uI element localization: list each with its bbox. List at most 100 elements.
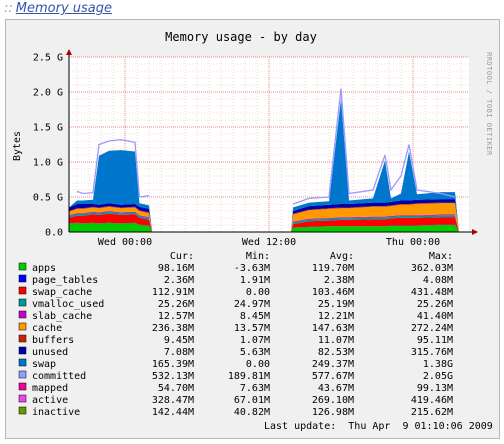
- legend-value-cur: 98.16M: [158, 263, 194, 274]
- legend-value-avg: 12.21M: [318, 311, 354, 322]
- legend-value-avg: 126.98M: [312, 407, 354, 418]
- legend-value-max: 41.40M: [417, 311, 453, 322]
- legend-name-mapped: mapped: [32, 383, 68, 394]
- legend-swatch-apps: [18, 262, 27, 271]
- legend-value-max: 362.03M: [411, 263, 453, 274]
- legend-name-unused: unused: [32, 347, 68, 358]
- legend-value-cur: 532.13M: [152, 371, 194, 382]
- legend-value-avg: 249.37M: [312, 359, 354, 370]
- legend-name-active: active: [32, 395, 68, 406]
- area-swap_cache: [69, 213, 469, 232]
- legend-value-max: 315.76M: [411, 347, 453, 358]
- legend-swatch-page_tables: [18, 274, 27, 283]
- legend-value-max: 4.08M: [423, 275, 453, 286]
- legend-swatch-vmalloc_used: [18, 298, 27, 307]
- legend-swatch-mapped: [18, 382, 27, 391]
- legend-value-max: 25.26M: [417, 299, 453, 310]
- legend-name-swap: swap: [32, 359, 56, 370]
- legend-value-max: 99.13M: [417, 383, 453, 394]
- legend-value-cur: 328.47M: [152, 395, 194, 406]
- legend-value-avg: 119.70M: [312, 263, 354, 274]
- y-axis-arrow: [66, 49, 72, 55]
- legend-name-apps: apps: [32, 263, 56, 274]
- legend-swatch-swap: [18, 358, 27, 367]
- legend-value-cur: 142.44M: [152, 407, 194, 418]
- legend-value-cur: 236.38M: [152, 323, 194, 334]
- legend-value-max: 1.38G: [423, 359, 453, 370]
- legend-value-max: 419.46M: [411, 395, 453, 406]
- legend-value-min: 1.07M: [240, 335, 270, 346]
- last-update-text: Last update: Thu Apr 9 01:10:06 2009: [264, 421, 493, 432]
- legend-swatch-swap_cache: [18, 286, 27, 295]
- legend-value-cur: 2.36M: [164, 275, 194, 286]
- memory-usage-link[interactable]: Memory usage: [15, 1, 112, 16]
- x-axis-arrow: [472, 229, 478, 235]
- legend-header: Avg:: [330, 251, 354, 262]
- legend-swatch-inactive: [18, 406, 27, 415]
- legend-value-avg: 103.46M: [312, 287, 354, 298]
- legend-swatch-active: [18, 394, 27, 403]
- x-tick-label: Thu 00:00: [386, 237, 440, 248]
- legend-value-max: 272.24M: [411, 323, 453, 334]
- legend-name-cache: cache: [32, 323, 62, 334]
- legend-name-vmalloc_used: vmalloc_used: [32, 299, 104, 310]
- y-tick-label: 2.5 G: [33, 53, 63, 64]
- legend-value-avg: 43.67M: [318, 383, 354, 394]
- legend-value-avg: 269.10M: [312, 395, 354, 406]
- legend-value-max: 431.48M: [411, 287, 453, 298]
- y-tick-label: 0.5 G: [33, 193, 63, 204]
- legend-value-min: 7.63M: [240, 383, 270, 394]
- area-cache: [69, 203, 469, 232]
- legend-value-max: 95.11M: [417, 335, 453, 346]
- legend-value-avg: 11.07M: [318, 335, 354, 346]
- legend-value-avg: 577.67M: [312, 371, 354, 382]
- legend-header: Min:: [246, 251, 270, 262]
- legend-value-avg: 25.19M: [318, 299, 354, 310]
- legend-value-min: 40.82M: [234, 407, 270, 418]
- area-apps: [69, 222, 469, 232]
- legend-value-avg: 147.63M: [312, 323, 354, 334]
- legend-value-min: 1.91M: [240, 275, 270, 286]
- legend-value-cur: 112.91M: [152, 287, 194, 298]
- legend-swatch-slab_cache: [18, 310, 27, 319]
- legend-value-cur: 165.39M: [152, 359, 194, 370]
- legend-value-min: -3.63M: [234, 263, 270, 274]
- legend-swatch-cache: [18, 322, 27, 331]
- legend-name-inactive: inactive: [32, 407, 80, 418]
- stacked-areas: [69, 99, 469, 232]
- committed-line-layer: [76, 88, 456, 205]
- committed-line: [76, 138, 150, 198]
- legend-value-cur: 25.26M: [158, 299, 194, 310]
- legend-value-max: 2.05G: [423, 371, 453, 382]
- graph-title: Memory usage - by day: [165, 30, 317, 44]
- rrd-graph-panel: Memory usage - by day Bytes RRDTOOL / TO…: [5, 19, 500, 439]
- area-swap: [69, 99, 469, 232]
- memory-usage-graph: Memory usage - by day Bytes RRDTOOL / TO…: [12, 30, 493, 432]
- legend-value-min: 189.81M: [228, 371, 270, 382]
- axes: 0.0 0.5 G 1.0 G 1.5 G 2.0 G 2.5 G Wed 00:00 Wed…: [33, 49, 478, 248]
- legend-value-min: 0.00: [246, 287, 270, 298]
- legend-swatch-unused: [18, 346, 27, 355]
- y-tick-label: 1.0 G: [33, 158, 63, 169]
- x-tick-label: Wed 12:00: [242, 237, 296, 248]
- legend-header: Cur:: [170, 251, 194, 262]
- legend-value-avg: 2.38M: [324, 275, 354, 286]
- legend-name-swap_cache: swap_cache: [32, 287, 92, 298]
- legend-header: Max:: [429, 251, 453, 262]
- y-tick-label: 1.5 G: [33, 123, 63, 134]
- committed-line: [292, 88, 456, 205]
- page-heading: :: Memory usage: [4, 1, 112, 16]
- y-tick-label: 0.0: [45, 228, 63, 239]
- legend-value-min: 8.45M: [240, 311, 270, 322]
- legend-value-avg: 82.53M: [318, 347, 354, 358]
- y-tick-label: 2.0 G: [33, 88, 63, 99]
- legend-value-cur: 12.57M: [158, 311, 194, 322]
- legend-value-max: 215.62M: [411, 407, 453, 418]
- legend-name-committed: committed: [32, 371, 86, 382]
- legend-value-min: 24.97M: [234, 299, 270, 310]
- legend-value-min: 67.01M: [234, 395, 270, 406]
- heading-prefix: ::: [4, 1, 13, 16]
- legend-value-min: 13.57M: [234, 323, 270, 334]
- legend-swatch-buffers: [18, 334, 27, 343]
- legend-value-cur: 9.45M: [164, 335, 194, 346]
